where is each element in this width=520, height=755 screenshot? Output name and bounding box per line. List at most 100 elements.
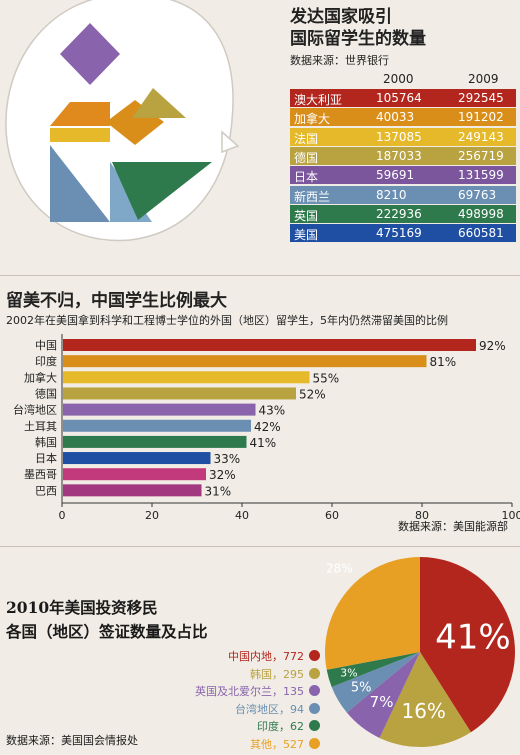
table-cell-country: 法国 <box>294 130 318 147</box>
legend-count: 94 <box>290 703 304 716</box>
table-cell-2009: 660581 <box>458 226 504 240</box>
bar <box>63 468 206 480</box>
legend-item: 其他，527 <box>150 735 320 753</box>
section2-source: 数据来源：美国能源部 <box>398 518 508 534</box>
pie-chart: 41% 16% 7%5%3% 28% <box>318 555 518 751</box>
table-cell-2009: 191202 <box>458 110 504 124</box>
table-cell-2000: 222936 <box>376 207 422 221</box>
bar-category-label: 德国 <box>35 386 57 400</box>
section3-source: 数据来源：美国国会情报处 <box>6 732 138 748</box>
table-cell-2009: 249143 <box>458 130 504 144</box>
legend-label: 韩国，295 <box>250 666 304 682</box>
bar <box>63 404 256 416</box>
bar <box>63 420 251 432</box>
table-cell-2009: 131599 <box>458 168 504 182</box>
legend-count: 295 <box>283 668 304 681</box>
bar-category-label: 加拿大 <box>24 370 57 384</box>
legend-label: 中国内地，772 <box>228 648 304 664</box>
legend-separator: ， <box>272 650 283 663</box>
section1-title-line2: 国际留学生的数量 <box>290 28 426 50</box>
section2-title: 留美不归，中国学生比例最大 <box>6 286 227 311</box>
bar <box>63 452 211 464</box>
legend-count: 772 <box>283 650 304 663</box>
legend-label: 印度，62 <box>257 718 304 734</box>
bar-value-label: 52% <box>299 387 326 401</box>
bar-value-label: 31% <box>205 484 232 498</box>
legend-item: 英国及北爱尔兰，135 <box>150 682 320 700</box>
legend-name: 中国内地 <box>228 650 272 663</box>
section3-title-line1: 2010年美国投资移民 <box>6 596 208 620</box>
legend-count: 62 <box>290 720 304 733</box>
pie-slice-label: 3% <box>340 667 357 680</box>
bar-value-label: 41% <box>250 436 277 450</box>
x-tick-label: 0 <box>59 509 66 522</box>
section3-title-line2: 各国（地区）签证数量及占比 <box>6 620 208 644</box>
legend-label: 台湾地区，94 <box>235 701 304 717</box>
bar <box>63 387 296 399</box>
bar <box>63 339 476 351</box>
legend-separator: ， <box>279 703 290 716</box>
bar-category-label: 巴西 <box>35 484 57 497</box>
tangram-illustration <box>0 0 285 262</box>
bar <box>63 355 427 367</box>
table-cell-country: 德国 <box>294 149 318 166</box>
table-cell-2000: 187033 <box>376 149 422 163</box>
table-cell-2000: 40033 <box>376 110 414 124</box>
bar-category-label: 日本 <box>35 451 57 465</box>
legend-label: 英国及北爱尔兰，135 <box>195 683 304 699</box>
pie-slice-label: 28% <box>326 562 353 576</box>
pie-slice-label: 7% <box>370 693 394 711</box>
section3-title: 2010年美国投资移民 各国（地区）签证数量及占比 <box>6 596 208 644</box>
bar-value-label: 33% <box>214 452 241 466</box>
table-cell-country: 日本 <box>294 168 318 185</box>
legend-name: 台湾地区 <box>235 703 279 716</box>
legend-name: 印度 <box>257 720 279 733</box>
bar-value-label: 92% <box>479 339 506 353</box>
table-cell-country: 加拿大 <box>294 110 330 127</box>
section-divider-2 <box>0 546 520 547</box>
legend-label: 其他，527 <box>250 736 304 752</box>
year-2009-header: 2009 <box>468 72 499 86</box>
bar-value-label: 32% <box>209 468 236 482</box>
legend-item: 韩国，295 <box>150 665 320 683</box>
legend-separator: ， <box>272 668 283 681</box>
table-row: 日本 59691 131599 <box>290 166 516 184</box>
bar-value-label: 42% <box>254 420 281 434</box>
bar-value-label: 81% <box>430 355 457 369</box>
table-cell-2009: 69763 <box>458 188 496 202</box>
bar-category-label: 台湾地区 <box>13 403 57 417</box>
bar <box>63 484 202 496</box>
bar-value-label: 55% <box>313 371 340 385</box>
table-cell-country: 澳大利亚 <box>294 91 342 108</box>
x-tick-label: 60 <box>325 509 339 522</box>
bar-category-label: 土耳其 <box>24 420 57 433</box>
bar <box>63 371 310 383</box>
table-cell-country: 英国 <box>294 207 318 224</box>
table-cell-2000: 8210 <box>376 188 407 202</box>
pie-slice-label: 5% <box>351 680 372 695</box>
table-cell-country: 美国 <box>294 226 318 243</box>
legend-separator: ， <box>272 685 283 698</box>
table-row: 加拿大 40033 191202 <box>290 108 516 126</box>
table-cell-2000: 59691 <box>376 168 414 182</box>
table-row: 法国 137085 249143 <box>290 128 516 146</box>
legend-item: 中国内地，772 <box>150 647 320 665</box>
legend-name: 其他 <box>250 738 272 751</box>
legend-count: 527 <box>283 738 304 751</box>
year-2000-header: 2000 <box>383 72 414 86</box>
pie-slice-label: 16% <box>401 699 445 723</box>
bar-category-label: 墨西哥 <box>24 468 57 481</box>
bar-category-label: 韩国 <box>35 435 57 449</box>
table-cell-2009: 256719 <box>458 149 504 163</box>
legend-name: 韩国 <box>250 668 272 681</box>
bar-category-label: 印度 <box>35 354 57 368</box>
table-cell-2009: 292545 <box>458 91 504 105</box>
table-cell-2000: 137085 <box>376 130 422 144</box>
bar-category-label: 中国 <box>35 339 57 352</box>
x-tick-label: 20 <box>145 509 159 522</box>
pie-slice-label: 41% <box>435 618 511 658</box>
